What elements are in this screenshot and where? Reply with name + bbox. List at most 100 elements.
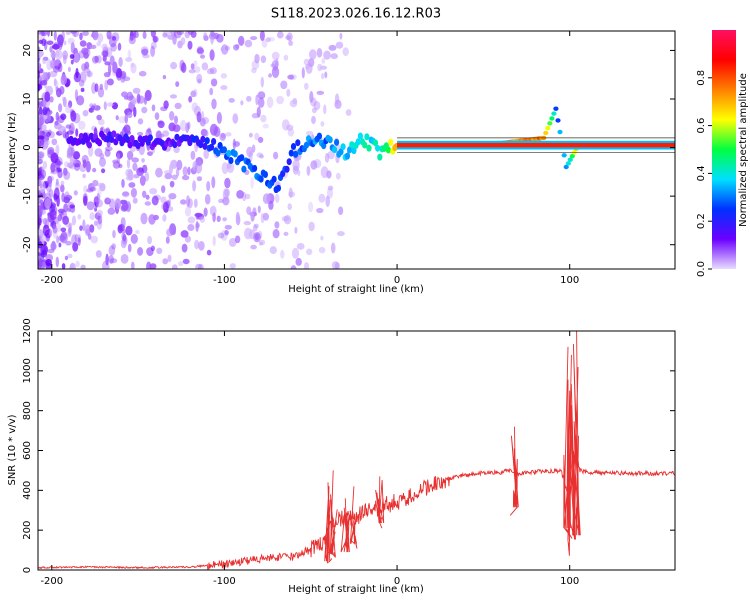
spectral-noise-blob	[125, 225, 133, 236]
spectral-track-point	[334, 138, 340, 146]
spectral-track-point	[204, 137, 210, 145]
spectral-noise-blob	[55, 160, 63, 166]
snr-spike	[328, 470, 338, 558]
snr-marks	[38, 331, 675, 570]
spectral-track-point	[228, 157, 234, 164]
spectral-noise-blob	[195, 221, 199, 232]
spectral-noise-blob	[204, 194, 211, 205]
spectral-noise-blob	[48, 189, 54, 199]
spectral-noise-blob	[126, 150, 134, 160]
spectral-noise-blob	[71, 215, 77, 226]
colorbar-tick-label: 0.2	[696, 213, 707, 229]
spectral-track-point	[208, 143, 215, 151]
spectral-track-point	[232, 150, 238, 158]
spectral-noise-blob	[128, 182, 136, 188]
spectral-noise-blob	[49, 70, 58, 78]
spectral-noise-blob	[321, 72, 325, 80]
spectral-noise-blob	[130, 233, 138, 244]
spectral-noise-blob	[78, 120, 86, 130]
spectral-noise-blob	[162, 214, 167, 222]
spectral-noise-blob	[121, 178, 125, 188]
spectral-track-point	[135, 142, 141, 150]
spectral-noise-blob	[107, 35, 111, 40]
spectral-noise-blob	[153, 214, 159, 221]
spectral-noise-blob	[244, 39, 253, 48]
spectral-noise-blob	[93, 220, 98, 226]
spectral-noise-blob	[209, 67, 217, 75]
spectral-noise-blob	[173, 31, 182, 39]
spectral-noise-blob	[193, 198, 198, 208]
spectral-noise-blob	[224, 45, 231, 51]
spectral-noise-blob	[147, 235, 153, 245]
spectral-noise-blob	[57, 169, 63, 179]
spectral-noise-blob	[137, 118, 144, 125]
spectral-noise-blob	[64, 161, 70, 168]
snr-y-tick-label: 400	[22, 481, 33, 500]
spectral-noise-blob	[229, 263, 236, 269]
spectral-noise-blob	[127, 111, 133, 119]
spectral-noise-blob	[140, 212, 148, 225]
spectral-noise-blob	[38, 236, 41, 243]
spectral-noise-blob	[165, 236, 170, 244]
spectral-noise-blob	[164, 172, 173, 180]
spectral-track-point	[351, 147, 357, 155]
spectral-noise-blob	[49, 96, 54, 103]
spectral-noise-blob	[84, 61, 90, 70]
spectral-noise-blob	[56, 222, 62, 233]
spectrogram-marks	[38, 31, 675, 269]
spectral-noise-blob	[111, 243, 116, 250]
spectral-noise-blob	[235, 211, 240, 222]
spectral-noise-blob	[169, 111, 175, 121]
spectral-noise-blob	[109, 258, 118, 264]
spectral-noise-blob	[38, 152, 44, 163]
spectral-noise-blob	[91, 55, 99, 64]
spectral-noise-blob	[194, 161, 203, 174]
spectral-noise-blob	[212, 212, 216, 223]
spectral-noise-blob	[99, 152, 105, 160]
spectral-noise-blob	[95, 250, 102, 258]
spectral-noise-blob	[187, 40, 193, 50]
spectral-noise-blob	[209, 49, 215, 61]
spectral-track-point	[338, 148, 344, 156]
spectral-track-point	[295, 139, 301, 147]
spectral-noise-blob	[217, 232, 225, 239]
spectral-noise-blob	[254, 53, 260, 64]
spectral-noise-blob	[72, 242, 79, 252]
spectral-noise-blob	[150, 41, 157, 50]
spectral-track-point	[147, 134, 153, 142]
colorbar-label: Normalized spectral amplitude	[738, 73, 749, 227]
spectral-noise-blob	[262, 123, 269, 129]
spectral-noise-blob	[50, 162, 56, 173]
spectral-noise-blob	[85, 160, 91, 173]
spectral-noise-blob	[228, 237, 237, 247]
spectral-track-point	[252, 164, 258, 172]
spectral-noise-blob	[90, 235, 99, 244]
spectral-track-point	[111, 130, 117, 138]
spectral-noise-blob	[257, 91, 266, 100]
snr-spike	[324, 482, 333, 564]
spectral-noise-blob	[204, 130, 209, 137]
spectral-noise-blob	[186, 195, 190, 208]
spectral-noise-blob	[251, 67, 257, 74]
spectral-noise-blob	[222, 217, 228, 222]
spectral-noise-blob	[294, 226, 298, 234]
spectral-noise-blob	[305, 130, 314, 136]
spectral-track-point	[331, 146, 338, 154]
spectral-track-point	[84, 136, 90, 144]
spectral-track-point	[303, 141, 309, 149]
spectral-track-point	[344, 152, 350, 160]
spectral-noise-blob	[52, 225, 58, 234]
spectral-noise-blob	[288, 40, 293, 46]
spectral-noise-blob	[48, 175, 55, 182]
spectral-noise-blob	[82, 219, 86, 232]
spectral-noise-blob	[62, 96, 65, 102]
spectral-noise-blob	[74, 233, 79, 243]
spectral-track-point	[388, 138, 394, 146]
spectral-noise-blob	[48, 180, 52, 188]
spectral-noise-blob	[50, 242, 57, 251]
spectral-noise-blob	[39, 234, 47, 242]
spectral-track-point	[349, 141, 355, 149]
spectral-noise-blob	[260, 76, 264, 88]
spectral-noise-blob	[246, 146, 254, 158]
spectral-noise-blob	[184, 206, 192, 217]
